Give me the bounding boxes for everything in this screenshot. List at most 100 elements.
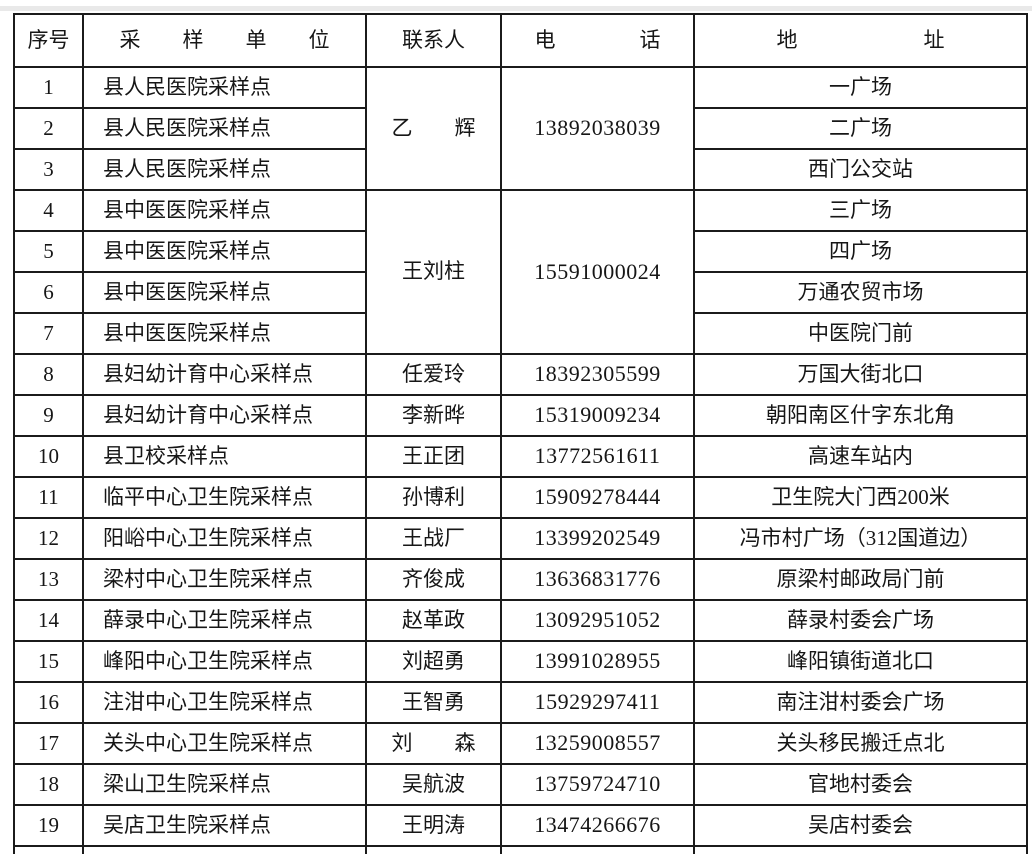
unit-cell: 县妇幼计育中心采样点 bbox=[82, 394, 367, 437]
phone-cell: 15929297411 bbox=[500, 681, 695, 724]
header-unit: 采 样 单 位 bbox=[82, 13, 367, 68]
contact-cell: 刘超勇 bbox=[365, 640, 502, 683]
row-index-cell: 11 bbox=[13, 476, 84, 519]
address-cell: 关头移民搬迁点北 bbox=[693, 722, 1028, 765]
phone-cell: 18392305599 bbox=[500, 353, 695, 396]
row-index-cell: 8 bbox=[13, 353, 84, 396]
row-index-cell: 4 bbox=[13, 189, 84, 232]
header-row: 序号 采 样 单 位 联系人 电 话 地 址 bbox=[13, 13, 1028, 68]
unit-cell: 梁村中心卫生院采样点 bbox=[82, 558, 367, 601]
table-row: 7 县中医医院采样点 中医院门前 bbox=[13, 312, 1028, 355]
row-index-cell: 1 bbox=[13, 66, 84, 109]
row-index-cell: 6 bbox=[13, 271, 84, 314]
unit-cell: 临平中心卫生院采样点 bbox=[82, 476, 367, 519]
contact-cell: 王明涛 bbox=[365, 804, 502, 847]
table-row: 4 县中医医院采样点 王刘柱 15591000024 三广场 bbox=[13, 189, 1028, 355]
unit-cell: 县中医医院采样点 bbox=[82, 271, 367, 314]
table-row: 19 吴店卫生院采样点 王明涛 13474266676 吴店村委会 bbox=[13, 804, 1028, 847]
address-cell: 原梁村邮政局门前 bbox=[693, 558, 1028, 601]
row-index-cell: 17 bbox=[13, 722, 84, 765]
contact-cell: 王智勇 bbox=[365, 681, 502, 724]
row-index-cell: 15 bbox=[13, 640, 84, 683]
unit-cell: 县中医医院采样点 bbox=[82, 312, 367, 355]
phone-cell: 15319009234 bbox=[500, 394, 695, 437]
contact-cell: 吴航波 bbox=[365, 763, 502, 806]
unit-cell: 注泔中心卫生院采样点 bbox=[82, 681, 367, 724]
contact-cell: 刘 森 bbox=[365, 722, 502, 765]
unit-cell: 峰阳中心卫生院采样点 bbox=[82, 640, 367, 683]
unit-cell: 县卫校采样点 bbox=[82, 435, 367, 478]
table-row: 15 峰阳中心卫生院采样点 刘超勇 13991028955 峰阳镇街道北口 bbox=[13, 640, 1028, 683]
address-cell: 峰阳镇街道北口 bbox=[693, 640, 1028, 683]
address-cell: 三广场 bbox=[693, 189, 1028, 232]
address-cell bbox=[693, 845, 1028, 854]
address-cell: 南注泔村委会广场 bbox=[693, 681, 1028, 724]
address-cell: 二广场 bbox=[693, 107, 1028, 150]
phone-cell: 15591000024 bbox=[500, 189, 695, 355]
table-row: 11 临平中心卫生院采样点 孙博利 15909278444 卫生院大门西200米 bbox=[13, 476, 1028, 519]
phone-cell: 13636831776 bbox=[500, 558, 695, 601]
phone-cell: 13092951052 bbox=[500, 599, 695, 642]
unit-cell: 县妇幼计育中心采样点 bbox=[82, 353, 367, 396]
row-index-cell: 7 bbox=[13, 312, 84, 355]
table-row: 10 县卫校采样点 王正团 13772561611 高速车站内 bbox=[13, 435, 1028, 478]
table-row: 18 梁山卫生院采样点 吴航波 13759724710 官地村委会 bbox=[13, 763, 1028, 806]
unit-cell: 县中医医院采样点 bbox=[82, 230, 367, 273]
row-index-cell: 2 bbox=[13, 107, 84, 150]
contact-cell: 乙 辉 bbox=[365, 66, 502, 191]
header-phone: 电 话 bbox=[500, 13, 695, 68]
header-address: 地 址 bbox=[693, 13, 1028, 68]
table-row: 16 注泔中心卫生院采样点 王智勇 15929297411 南注泔村委会广场 bbox=[13, 681, 1028, 724]
address-cell: 中医院门前 bbox=[693, 312, 1028, 355]
address-cell: 薛录村委会广场 bbox=[693, 599, 1028, 642]
unit-cell: 吴店卫生院采样点 bbox=[82, 804, 367, 847]
row-index-cell: 14 bbox=[13, 599, 84, 642]
address-cell: 卫生院大门西200米 bbox=[693, 476, 1028, 519]
address-cell: 四广场 bbox=[693, 230, 1028, 273]
table-row: 6 县中医医院采样点 万通农贸市场 bbox=[13, 271, 1028, 314]
row-index-cell: 9 bbox=[13, 394, 84, 437]
address-cell: 朝阳南区什字东北角 bbox=[693, 394, 1028, 437]
phone-cell: 13259008557 bbox=[500, 722, 695, 765]
unit-cell: 关头中心卫生院采样点 bbox=[82, 722, 367, 765]
contact-cell: 王刘柱 bbox=[365, 189, 502, 355]
row-index-cell: 10 bbox=[13, 435, 84, 478]
contact-cell: 任爱玲 bbox=[365, 353, 502, 396]
partial-clipped-row bbox=[13, 845, 1028, 854]
unit-cell: 县中医医院采样点 bbox=[82, 189, 367, 232]
table-row: 8 县妇幼计育中心采样点 任爱玲 18392305599 万国大街北口 bbox=[13, 353, 1028, 396]
contact-cell: 孙博利 bbox=[365, 476, 502, 519]
address-cell: 一广场 bbox=[693, 66, 1028, 109]
table-row: 13 梁村中心卫生院采样点 齐俊成 13636831776 原梁村邮政局门前 bbox=[13, 558, 1028, 601]
address-cell: 万通农贸市场 bbox=[693, 271, 1028, 314]
contact-cell: 赵革政 bbox=[365, 599, 502, 642]
contact-cell: 齐俊成 bbox=[365, 558, 502, 601]
address-cell: 官地村委会 bbox=[693, 763, 1028, 806]
address-cell: 吴店村委会 bbox=[693, 804, 1028, 847]
unit-cell: 县人民医院采样点 bbox=[82, 107, 367, 150]
unit-cell: 县人民医院采样点 bbox=[82, 148, 367, 191]
contact-cell bbox=[365, 845, 502, 854]
address-cell: 高速车站内 bbox=[693, 435, 1028, 478]
row-index-cell: 12 bbox=[13, 517, 84, 560]
phone-cell: 13399202549 bbox=[500, 517, 695, 560]
row-index-cell: 3 bbox=[13, 148, 84, 191]
row-index-cell: 5 bbox=[13, 230, 84, 273]
unit-cell: 梁山卫生院采样点 bbox=[82, 763, 367, 806]
row-index-cell: 18 bbox=[13, 763, 84, 806]
table-row: 2 县人民医院采样点 二广场 bbox=[13, 107, 1028, 150]
top-edge-band bbox=[0, 6, 1032, 11]
table-row: 3 县人民医院采样点 西门公交站 bbox=[13, 148, 1028, 191]
phone-cell: 13759724710 bbox=[500, 763, 695, 806]
row-index-cell: 19 bbox=[13, 804, 84, 847]
unit-cell: 阳峪中心卫生院采样点 bbox=[82, 517, 367, 560]
table-row: 5 县中医医院采样点 四广场 bbox=[13, 230, 1028, 273]
unit-cell: 薛录中心卫生院采样点 bbox=[82, 599, 367, 642]
table-row: 1 县人民医院采样点乙 辉 13892038039 一广场 bbox=[13, 66, 1028, 191]
phone-cell: 13772561611 bbox=[500, 435, 695, 478]
row-index-cell: 16 bbox=[13, 681, 84, 724]
contact-cell: 王战厂 bbox=[365, 517, 502, 560]
phone-cell: 15909278444 bbox=[500, 476, 695, 519]
phone-cell: 13892038039 bbox=[500, 66, 695, 191]
